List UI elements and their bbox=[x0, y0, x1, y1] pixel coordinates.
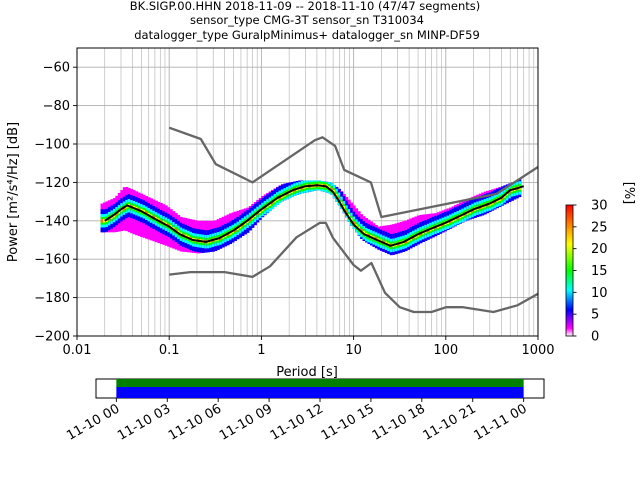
y-tick-label: −140 bbox=[34, 214, 70, 229]
timeline-tick-label: 11-10 18 bbox=[370, 401, 428, 443]
timeline-bands bbox=[116, 379, 524, 398]
x-tick-label: 10 bbox=[345, 343, 362, 358]
x-axis: 0.01 0.1 1 10 100 1000 bbox=[63, 336, 555, 358]
y-axis-label: Power [m²/s⁴/Hz] [dB] bbox=[6, 122, 21, 262]
timeline-band-coverage bbox=[116, 379, 524, 387]
density-cell-peak bbox=[103, 219, 106, 223]
y-tick-label: −160 bbox=[34, 253, 70, 268]
series-lines bbox=[104, 126, 538, 314]
timeline-tick-label: 11-10 21 bbox=[421, 401, 479, 443]
plot-area: 0.01 0.1 1 10 100 1000 −200 −180 −160 −140 −120 −1… bbox=[6, 47, 555, 380]
y-tick-label: −80 bbox=[43, 99, 70, 114]
colorbar-tick-label: 15 bbox=[591, 264, 608, 279]
x-tick-label: 0.1 bbox=[159, 343, 180, 358]
y-tick-label: −60 bbox=[43, 61, 70, 76]
density-cell-peak bbox=[337, 197, 341, 202]
y-tick-label: −180 bbox=[34, 291, 70, 306]
timeline-tick-label: 11-10 06 bbox=[166, 401, 224, 443]
density-cell-peak bbox=[340, 201, 344, 206]
timeline-band-segments bbox=[116, 387, 524, 398]
timeline-tick-label: 11-11 00 bbox=[472, 401, 530, 443]
colorbar-label: [%] bbox=[621, 182, 636, 205]
title-line-2: sensor_type CMG-3T sensor_sn T310034 bbox=[190, 13, 424, 27]
timeline-tick-label: 11-10 12 bbox=[268, 401, 326, 443]
title-line-3: datalogger_type GuralpMinimus+ datalogge… bbox=[134, 28, 480, 42]
density-cell-peak bbox=[345, 210, 349, 214]
density-cell-peak bbox=[350, 217, 354, 222]
y-tick-label: −200 bbox=[34, 330, 70, 345]
timeline-tick-label: 11-10 03 bbox=[115, 401, 173, 443]
colorbar-tick-label: 5 bbox=[591, 308, 599, 323]
colorbar-tick-label: 0 bbox=[591, 330, 599, 345]
x-axis-label: Period [s] bbox=[276, 365, 338, 380]
density-cell-peak bbox=[342, 206, 346, 210]
density-cell-peak bbox=[347, 214, 351, 218]
series-line-nlnm bbox=[169, 221, 538, 314]
y-tick-label: −120 bbox=[34, 176, 70, 191]
colorbar-gradient bbox=[565, 204, 574, 337]
grid bbox=[76, 48, 538, 337]
series-line-median bbox=[104, 184, 525, 247]
colorbar-tick-label: 30 bbox=[591, 199, 608, 214]
title-line-1: BK.SIGP.00.HHN 2018-11-09 -- 2018-11-10 … bbox=[130, 0, 480, 13]
series-line-nhnm bbox=[168, 126, 538, 219]
colorbar: 0 5 10 15 20 25 30 [%] bbox=[565, 182, 636, 345]
x-tick-label: 100 bbox=[433, 343, 458, 358]
x-tick-label: 1000 bbox=[521, 343, 554, 358]
y-tick-label: −100 bbox=[34, 138, 70, 153]
density-cell-peak bbox=[332, 190, 336, 194]
y-axis: −200 −180 −160 −140 −120 −100 −80 −60 bbox=[34, 61, 77, 345]
timeline-tick-label: 11-10 09 bbox=[217, 401, 275, 443]
x-tick-label: 0.01 bbox=[63, 343, 92, 358]
density-cell-peak bbox=[352, 221, 356, 225]
plot-frame bbox=[76, 47, 539, 337]
timeline-tick-label: 11-10 00 bbox=[64, 401, 122, 443]
colorbar-tick-label: 20 bbox=[591, 242, 608, 257]
density-cell-peak bbox=[100, 219, 104, 223]
timeline-tick-label: 11-10 15 bbox=[319, 401, 377, 443]
colorbar-ticks: 0 5 10 15 20 25 30 bbox=[573, 199, 608, 345]
colorbar-tick-label: 25 bbox=[591, 220, 608, 235]
colorbar-tick-label: 10 bbox=[591, 286, 608, 301]
x-tick-label: 1 bbox=[257, 343, 265, 358]
density-cell-peak bbox=[335, 193, 339, 198]
chart-title: BK.SIGP.00.HHN 2018-11-09 -- 2018-11-10 … bbox=[130, 0, 480, 42]
